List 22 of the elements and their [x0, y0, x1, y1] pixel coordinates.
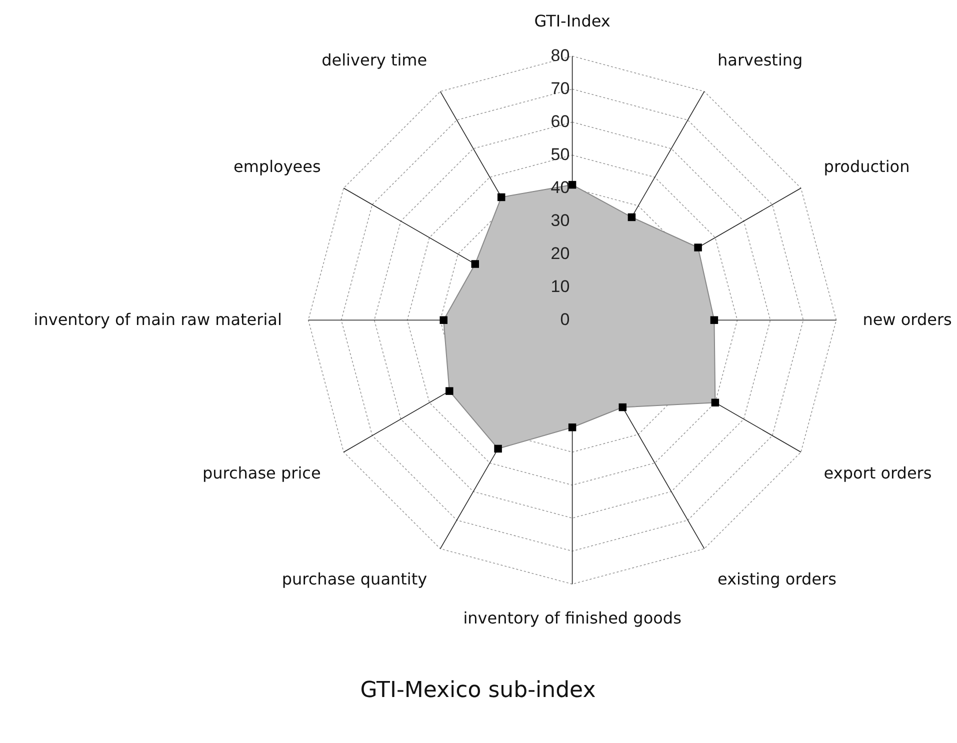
y-tick-label: 0	[560, 310, 570, 330]
spoke-label: GTI-Index	[534, 12, 610, 31]
spoke-label: employees	[233, 156, 321, 176]
spoke-label: purchase quantity	[282, 570, 428, 589]
y-tick-label: 70	[550, 79, 570, 98]
spoke-label: inventory of finished goods	[463, 608, 682, 628]
spoke-label: new orders	[862, 310, 952, 330]
spoke-label: inventory of main raw material	[34, 310, 282, 330]
y-tick-label: 30	[550, 211, 570, 230]
spoke-label: production	[824, 156, 910, 176]
spoke-label: delivery time	[322, 50, 428, 70]
spoke-label: export orders	[824, 463, 932, 482]
y-tick-label: 80	[550, 46, 570, 66]
spoke-label: purchase price	[202, 463, 321, 482]
y-tick-label: 60	[550, 112, 570, 132]
y-tick-label: 10	[550, 277, 570, 296]
text: GTI-Mexico sub-index	[360, 678, 596, 703]
y-tick-label: 20	[550, 244, 570, 264]
spoke-label: harvesting	[718, 50, 803, 70]
spoke-label: existing orders	[718, 570, 836, 589]
y-tick-label: 50	[550, 145, 570, 164]
y-tick-label: 40	[550, 178, 570, 198]
